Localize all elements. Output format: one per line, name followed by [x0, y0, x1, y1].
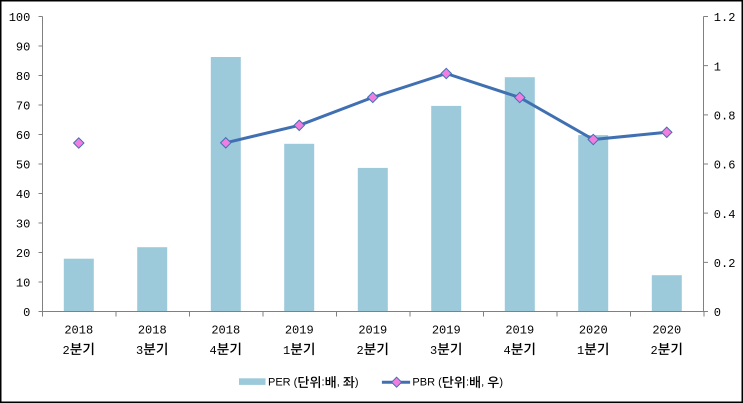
svg-text:1: 1: [283, 344, 290, 358]
svg-text:2020: 2020: [652, 324, 681, 338]
svg-text:PBR (: PBR (: [412, 376, 442, 388]
svg-text:2019: 2019: [358, 324, 387, 338]
svg-text:60: 60: [16, 129, 30, 143]
svg-text:): ): [499, 376, 503, 388]
svg-text:2019: 2019: [505, 324, 534, 338]
svg-text:4: 4: [504, 344, 511, 358]
svg-text:2018: 2018: [64, 324, 93, 338]
svg-text:2018: 2018: [211, 324, 240, 338]
svg-text:80: 80: [16, 70, 30, 84]
svg-text:1: 1: [577, 344, 584, 358]
svg-text:2: 2: [63, 344, 70, 358]
svg-text:0.6: 0.6: [714, 159, 736, 173]
svg-text:70: 70: [16, 100, 30, 114]
svg-text:40: 40: [16, 188, 30, 202]
svg-text:30: 30: [16, 218, 30, 232]
svg-text::: :: [322, 376, 325, 388]
svg-text:2020: 2020: [579, 324, 608, 338]
svg-text:0.2: 0.2: [714, 257, 736, 271]
svg-text:1: 1: [714, 60, 721, 74]
svg-text:PER (: PER (: [268, 376, 298, 388]
svg-text:3: 3: [430, 344, 437, 358]
svg-text:100: 100: [9, 11, 31, 25]
svg-text:2018: 2018: [138, 324, 167, 338]
svg-text:50: 50: [16, 159, 30, 173]
svg-text:90: 90: [16, 41, 30, 55]
svg-text:4: 4: [210, 344, 217, 358]
svg-text::: :: [466, 376, 469, 388]
svg-text:10: 10: [16, 277, 30, 291]
svg-text:,: ,: [337, 376, 343, 388]
svg-text:2019: 2019: [432, 324, 461, 338]
svg-text:20: 20: [16, 247, 30, 261]
svg-text:2019: 2019: [285, 324, 314, 338]
svg-text:2: 2: [651, 344, 658, 358]
svg-text:3: 3: [136, 344, 143, 358]
svg-text:1.2: 1.2: [714, 11, 736, 25]
svg-text:): ): [355, 376, 359, 388]
svg-text:0.4: 0.4: [714, 208, 736, 222]
svg-text:0.8: 0.8: [714, 109, 736, 123]
svg-text:2: 2: [357, 344, 364, 358]
svg-text:0: 0: [714, 306, 721, 320]
svg-text:0: 0: [23, 306, 30, 320]
svg-text:,: ,: [481, 376, 487, 388]
